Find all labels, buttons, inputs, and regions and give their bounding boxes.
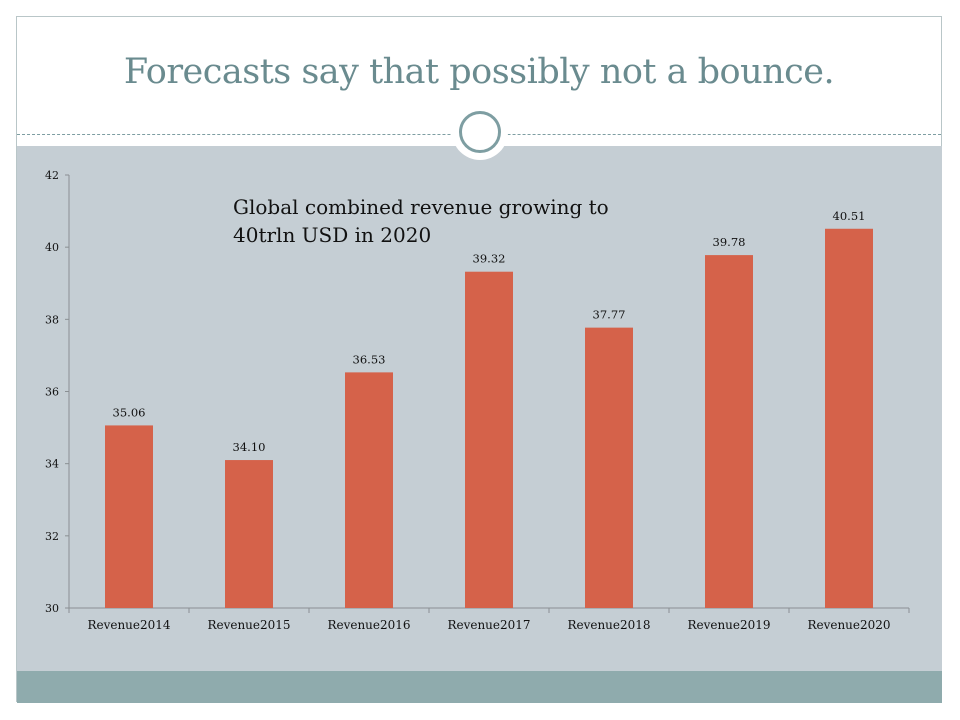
footer-band (17, 671, 942, 703)
bar-revenue2015 (225, 460, 273, 608)
data-label: 39.32 (473, 252, 506, 266)
y-tick-label: 42 (45, 169, 59, 182)
slide-title: Forecasts say that possibly not a bounce… (123, 52, 835, 92)
bar-series: 35.06 34.10 36.53 39.32 37.77 39.78 40.51 (105, 209, 873, 609)
annotation-line-1: Global combined revenue growing to (233, 195, 609, 219)
category-label: Revenue2018 (567, 618, 650, 632)
y-tick-label: 34 (45, 458, 59, 471)
annotation-line-2: 40trln USD in 2020 (233, 223, 432, 247)
divider-ornament (452, 104, 508, 160)
data-label: 35.06 (113, 405, 146, 419)
x-axis: Revenue2014 Revenue2015 Revenue2016 Revenue… (68, 607, 910, 632)
data-label: 39.78 (713, 235, 746, 249)
bar-revenue2017 (465, 271, 513, 608)
chart-annotation: Global combined revenue growing to 40trl… (233, 193, 609, 249)
y-tick-label: 40 (45, 241, 59, 254)
data-label: 40.51 (833, 209, 866, 223)
bar-revenue2016 (345, 372, 393, 608)
bar-revenue2020 (825, 228, 873, 608)
category-label: Revenue2017 (447, 618, 530, 632)
y-tick-label: 38 (45, 313, 59, 326)
bar-revenue2014 (105, 425, 153, 608)
data-label: 36.53 (353, 352, 386, 366)
y-axis: 30 32 34 36 38 40 42 (45, 169, 70, 615)
category-label: Revenue2015 (207, 618, 290, 632)
category-label: Revenue2016 (327, 618, 410, 632)
category-label: Revenue2014 (87, 618, 170, 632)
y-tick-label: 32 (45, 530, 59, 543)
category-label: Revenue2019 (687, 618, 770, 632)
bar-revenue2019 (705, 255, 753, 609)
ornament-ring-icon (459, 111, 501, 153)
y-tick-label: 30 (45, 602, 59, 615)
data-label: 37.77 (593, 308, 626, 322)
bar-revenue2018 (585, 327, 633, 608)
data-label: 34.10 (233, 440, 266, 454)
category-label: Revenue2020 (807, 618, 890, 632)
y-tick-label: 36 (45, 386, 59, 399)
